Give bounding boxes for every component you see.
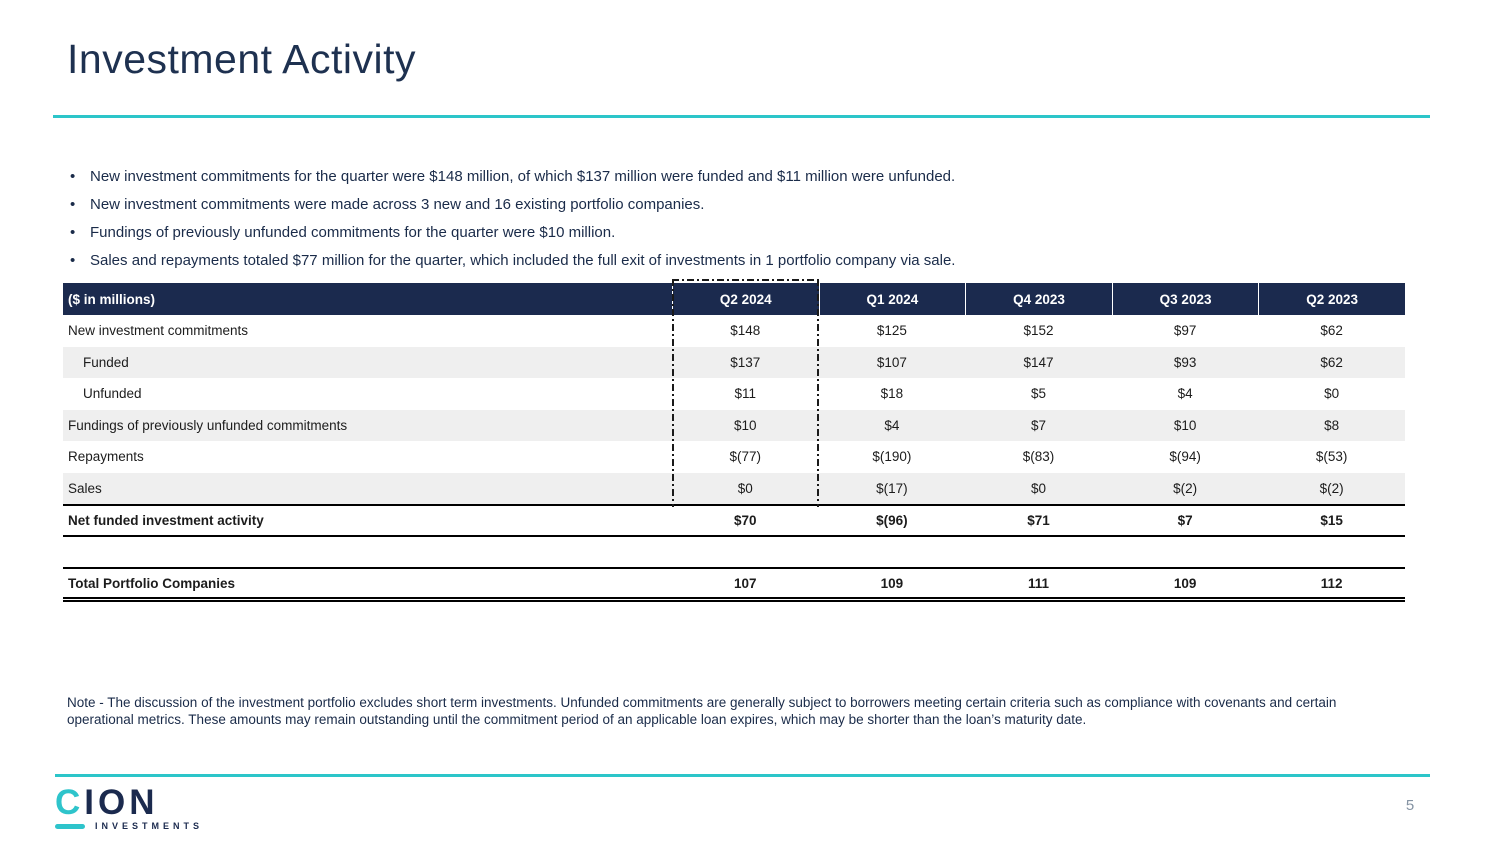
cell-value: $148 [730,323,761,339]
cell-value: 107 [734,575,757,591]
cell-value: $11 [734,386,757,402]
cell-value: $71 [1027,513,1050,528]
table-row: Repayments $(77) $(190) $(83) $(94) $(53… [63,441,1405,473]
cell-value: $(2) [1319,480,1344,496]
cell-value: 109 [880,575,904,591]
cell-value: $10 [1173,417,1197,433]
table-row: New investment commitments $148 $125 $15… [63,315,1405,347]
table-row: Funded $137 $107 $147 $93 $62 [63,346,1405,378]
cell-value: $97 [1173,323,1197,339]
logo-wordmark: CION [55,783,203,822]
cell-value: $(2) [1173,480,1198,496]
cell-value: $(17) [876,480,908,496]
logo-subline: INVESTMENTS [55,821,203,831]
page-title: Investment Activity [67,36,417,82]
cell-value: $62 [1320,354,1343,370]
row-label: New investment commitments [68,323,249,339]
cell-value: $0 [737,480,753,496]
cell-value: $0 [1030,480,1046,496]
logo-subtext: INVESTMENTS [95,821,204,831]
cell-value: $(83) [1022,449,1055,465]
row-label: Funded [83,354,129,370]
row-label: Sales [68,480,102,496]
bullet-item: New investment commitments were made acr… [68,191,1428,219]
cell-value: $7 [1177,513,1193,528]
highlight-top-edge [672,279,819,281]
cell-value: $(77) [729,449,762,465]
logo-letter-c: C [55,783,85,822]
row-label: Unfunded [83,386,142,402]
cell-value: $5 [1030,386,1046,402]
cell-value: 109 [1173,575,1197,591]
cell-value: $70 [734,513,757,528]
cell-value: $7 [1030,417,1046,433]
cell-value: $4 [1177,386,1193,402]
row-label: Total Portfolio Companies [68,575,236,591]
cell-value: $(96) [876,513,908,528]
cell-value: 111 [1027,575,1049,591]
table-row: Sales $0 $(17) $0 $(2) $(2) [63,472,1405,504]
table-col-header: Q4 2023 [965,283,1112,315]
cell-value: $107 [876,354,907,370]
table-row-total-portfolio: Total Portfolio Companies 107 109 111 10… [63,567,1405,602]
table-row: Unfunded $11 $18 $5 $4 $0 [63,378,1405,410]
cell-value: $152 [1023,323,1054,339]
table-row: Fundings of previously unfunded commitme… [63,409,1405,441]
cell-value: $125 [876,323,907,339]
bullet-item: Fundings of previously unfunded commitme… [68,219,1428,247]
bullet-item: New investment commitments for the quart… [68,163,1428,191]
row-label: Fundings of previously unfunded commitme… [68,417,348,433]
cell-value: $62 [1320,323,1343,339]
cell-value: $10 [734,417,757,433]
cell-value: $4 [884,417,900,433]
cell-value: $(94) [1169,449,1201,465]
row-label: Repayments [68,449,144,465]
cell-value: 112 [1320,575,1343,591]
cion-investments-logo: CION INVESTMENTS [55,783,203,831]
table-col-header: Q3 2023 [1111,283,1259,315]
table-col-header: Q1 2024 [818,283,966,315]
investment-activity-table: ($ in millions) Q2 2024 Q1 2024 Q4 2023 … [63,283,1405,602]
table-unit-label: ($ in millions) [68,291,156,307]
bullet-item: Sales and repayments totaled $77 million… [68,247,1428,275]
table-row-net-funded: Net funded investment activity $70 $(96)… [63,504,1405,537]
footer-divider [55,774,1430,777]
cell-value: $18 [880,386,904,402]
cell-value: $147 [1023,354,1054,370]
row-label: Net funded investment activity [68,513,264,528]
table-spacer [63,537,1405,567]
cell-value: $0 [1324,386,1340,402]
table-col-header: Q2 2024 [672,283,819,315]
table-header-row: ($ in millions) Q2 2024 Q1 2024 Q4 2023 … [63,283,1405,315]
footnote: Note - The discussion of the investment … [67,695,1337,727]
logo-dash-icon [55,823,85,829]
cell-value: $(190) [872,449,912,465]
cell-value: $93 [1173,354,1197,370]
title-divider [53,115,1430,118]
cell-value: $8 [1324,417,1340,433]
cell-value: $137 [730,354,761,370]
cell-value: $15 [1320,513,1343,528]
cell-value: $(53) [1315,449,1348,465]
page-number: 5 [1405,797,1415,814]
bullet-list: New investment commitments for the quart… [68,163,1428,275]
logo-letters-ion: ION [84,783,159,822]
table-col-header: Q2 2023 [1258,283,1405,315]
